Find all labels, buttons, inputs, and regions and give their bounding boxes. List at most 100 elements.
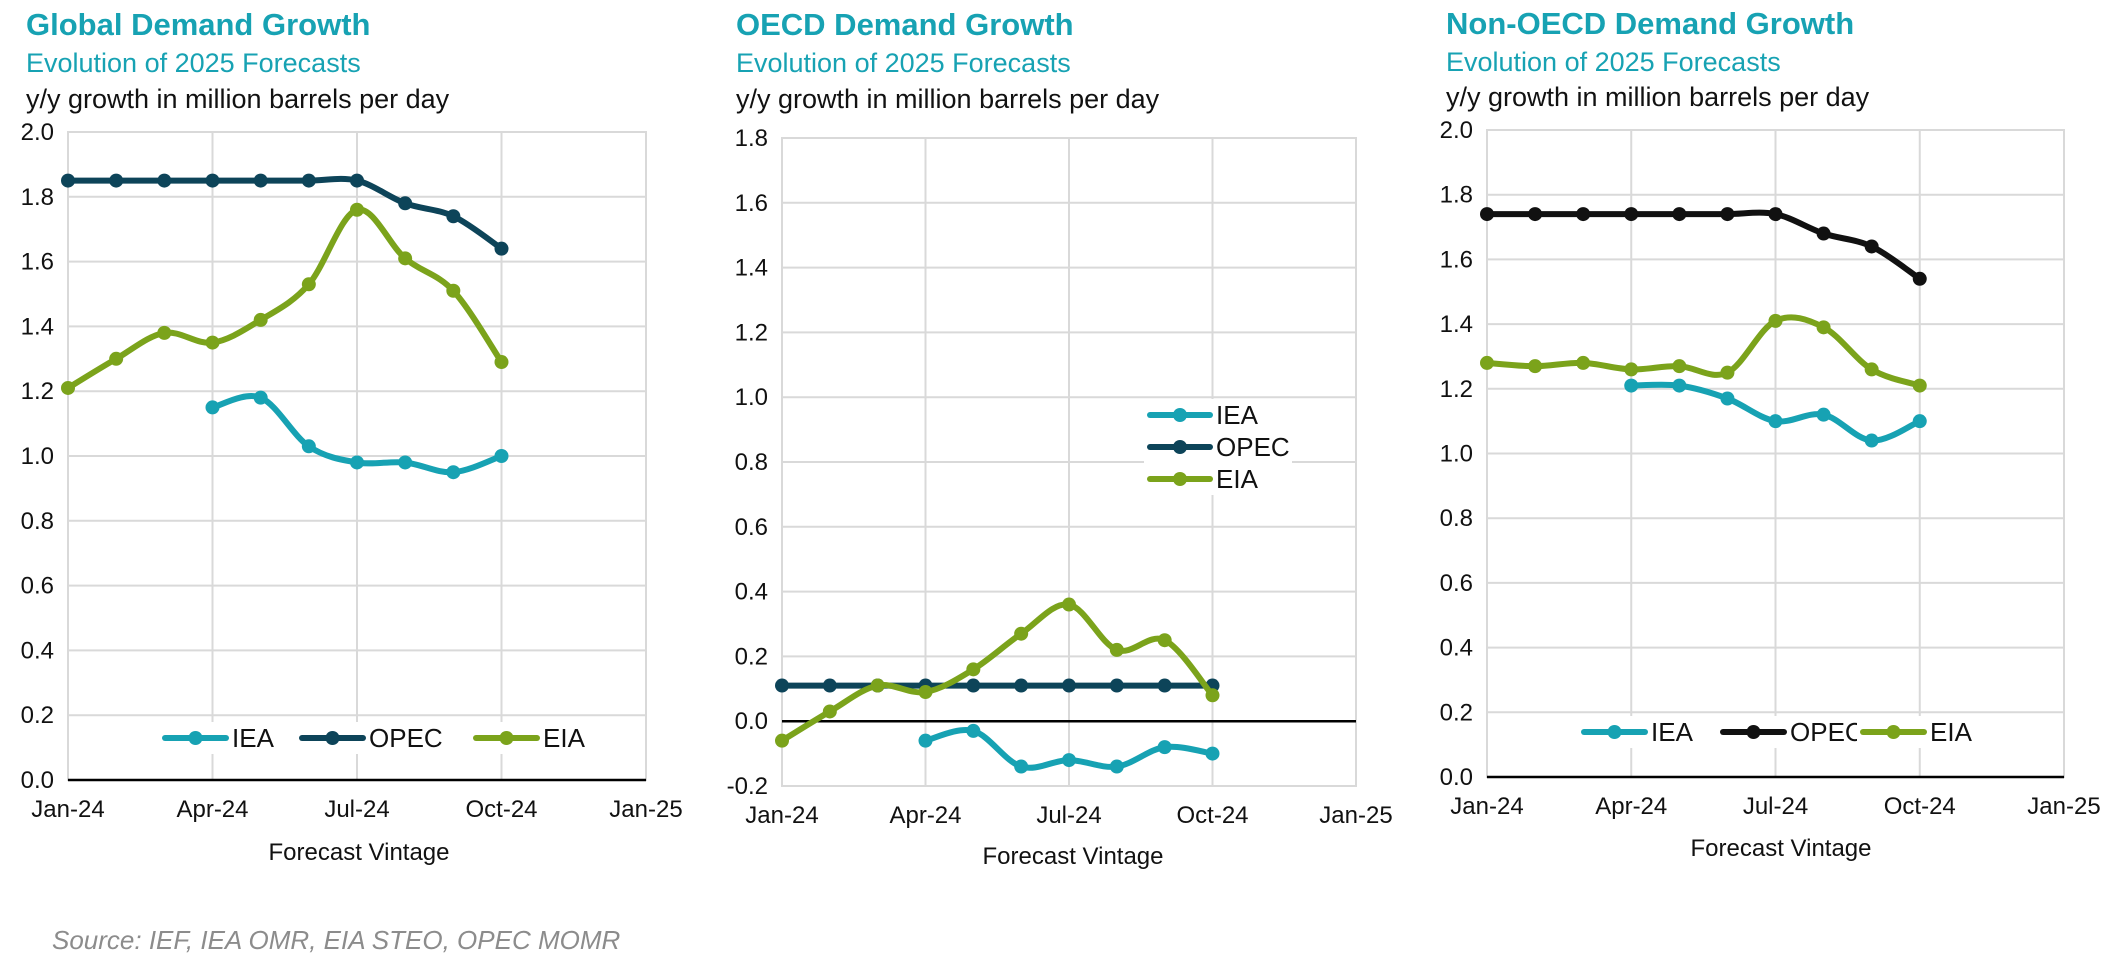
y-tick-label: 0.0 [21, 767, 54, 794]
legend-item-opec: OPEC [1717, 716, 1866, 748]
global-demand-panel: Global Demand Growth Evolution of 2025 F… [21, 7, 683, 866]
y-tick-label: 1.6 [21, 249, 54, 276]
data-point-opec [1624, 207, 1639, 222]
x-tick-label: Jul-24 [324, 796, 389, 823]
legend-item-opec: OPEC [1144, 431, 1292, 463]
y-tick-label: 1.2 [1440, 376, 1473, 403]
data-point-opec [205, 173, 220, 188]
unit-label: y/y growth in million barrels per day [26, 84, 450, 114]
legend-swatch-marker [499, 731, 514, 745]
data-point-eia [918, 685, 933, 700]
data-point-eia [205, 335, 220, 350]
data-point-iea [1014, 759, 1029, 774]
y-tick-label: 0.2 [735, 643, 768, 670]
chart-subtitle: Evolution of 2025 Forecasts [26, 48, 361, 78]
x-tick-label: Jul-24 [1036, 802, 1101, 829]
x-axis-label: Forecast Vintage [983, 843, 1164, 870]
x-tick-label: Apr-24 [176, 796, 248, 823]
non-oecd-demand-panel: Non-OECD Demand Growth Evolution of 2025… [1440, 6, 2101, 862]
series-line-eia [779, 601, 1216, 744]
unit-label: y/y growth in million barrels per day [1446, 82, 1870, 112]
data-point-opec [1864, 239, 1879, 254]
x-tick-label: Jan-24 [31, 796, 104, 823]
data-point-iea [1864, 433, 1879, 448]
data-point-eia [822, 704, 837, 719]
y-tick-label: 1.4 [1440, 311, 1473, 338]
x-tick-label: Oct-24 [1176, 802, 1248, 829]
legend-label: IEA [1216, 400, 1259, 430]
data-point-iea [350, 455, 364, 470]
data-point-eia [1062, 597, 1076, 612]
data-point-opec [1062, 678, 1076, 693]
data-point-eia [775, 733, 789, 748]
legend-label: EIA [1216, 464, 1259, 494]
data-point-opec [775, 678, 789, 693]
data-point-eia [1157, 633, 1172, 648]
y-tick-label: 0.4 [735, 579, 768, 606]
legend-item-eia: EIA [1144, 463, 1276, 495]
series-opec [61, 173, 509, 256]
data-point-eia [398, 251, 413, 266]
data-point-opec [301, 173, 316, 188]
series-line-opec [1484, 209, 1923, 282]
legend-swatch-marker [1886, 725, 1901, 739]
x-tick-label: Jan-24 [1450, 793, 1523, 820]
data-point-eia [1109, 642, 1124, 657]
y-tick-label: 0.6 [735, 514, 768, 541]
y-tick-label: 0.0 [735, 708, 768, 735]
plot-area: 0.0 0.2 0.4 0.6 0.8 1.0 1.2 1.4 1.6 1.8 2.0 Jan-24 A… [1440, 117, 2101, 820]
x-tick-label: Jul-24 [1743, 793, 1808, 820]
y-tick-label: 0.2 [1440, 699, 1473, 726]
legend: IEA OPEC EIA [1578, 716, 1990, 748]
figure: Global Demand Growth Evolution of 2025 F… [21, 6, 2101, 870]
series-line-eia [1484, 314, 1923, 389]
y-tick-label: -0.2 [727, 773, 768, 800]
legend-item-iea: IEA [1144, 399, 1276, 431]
legend-swatch-marker [1173, 472, 1187, 486]
data-point-eia [870, 678, 885, 693]
legend-swatch-marker [325, 731, 340, 745]
series-iea [918, 723, 1220, 774]
data-point-eia [446, 283, 461, 298]
data-point-opec [1816, 226, 1831, 241]
y-tick-label: 1.6 [735, 190, 768, 217]
y-tick-label: 1.0 [735, 384, 768, 411]
data-point-eia [1528, 359, 1543, 374]
chart-title: Non-OECD Demand Growth [1446, 6, 1854, 41]
data-point-opec [350, 173, 364, 188]
legend-swatch-marker [188, 731, 203, 745]
data-point-eia [966, 662, 981, 677]
y-tick-label: 0.8 [21, 508, 54, 535]
chart-subtitle: Evolution of 2025 Forecasts [736, 48, 1071, 78]
data-point-opec [1157, 678, 1172, 693]
data-point-opec [1672, 207, 1687, 222]
legend-item-opec: OPEC [296, 722, 445, 754]
data-point-opec [157, 173, 172, 188]
y-tick-label: 1.8 [1440, 182, 1473, 209]
data-point-iea [205, 400, 220, 415]
y-tick-label: 1.2 [735, 319, 768, 346]
oecd-demand-panel: OECD Demand Growth Evolution of 2025 For… [727, 7, 1393, 870]
y-tick-label: 1.8 [21, 184, 54, 211]
y-tick-label: 0.8 [1440, 505, 1473, 532]
series-iea [205, 390, 509, 480]
x-tick-label: Apr-24 [889, 802, 961, 829]
data-point-eia [61, 380, 75, 395]
data-point-iea [253, 390, 268, 405]
data-point-eia [1014, 626, 1029, 641]
data-point-iea [966, 723, 981, 738]
y-tick-label: 0.4 [21, 637, 54, 664]
data-point-iea [1157, 740, 1172, 755]
data-point-opec [1912, 271, 1927, 286]
y-tick-label: 0.6 [21, 573, 54, 600]
data-point-iea [1816, 407, 1831, 422]
chart-title: Global Demand Growth [26, 7, 370, 42]
data-point-opec [1576, 207, 1591, 222]
y-tick-label: 1.0 [1440, 441, 1473, 468]
series-opec [775, 678, 1220, 693]
legend-label: EIA [543, 723, 586, 753]
data-point-opec [822, 678, 837, 693]
data-point-eia [350, 202, 364, 217]
data-point-opec [109, 173, 124, 188]
data-point-eia [253, 312, 268, 327]
